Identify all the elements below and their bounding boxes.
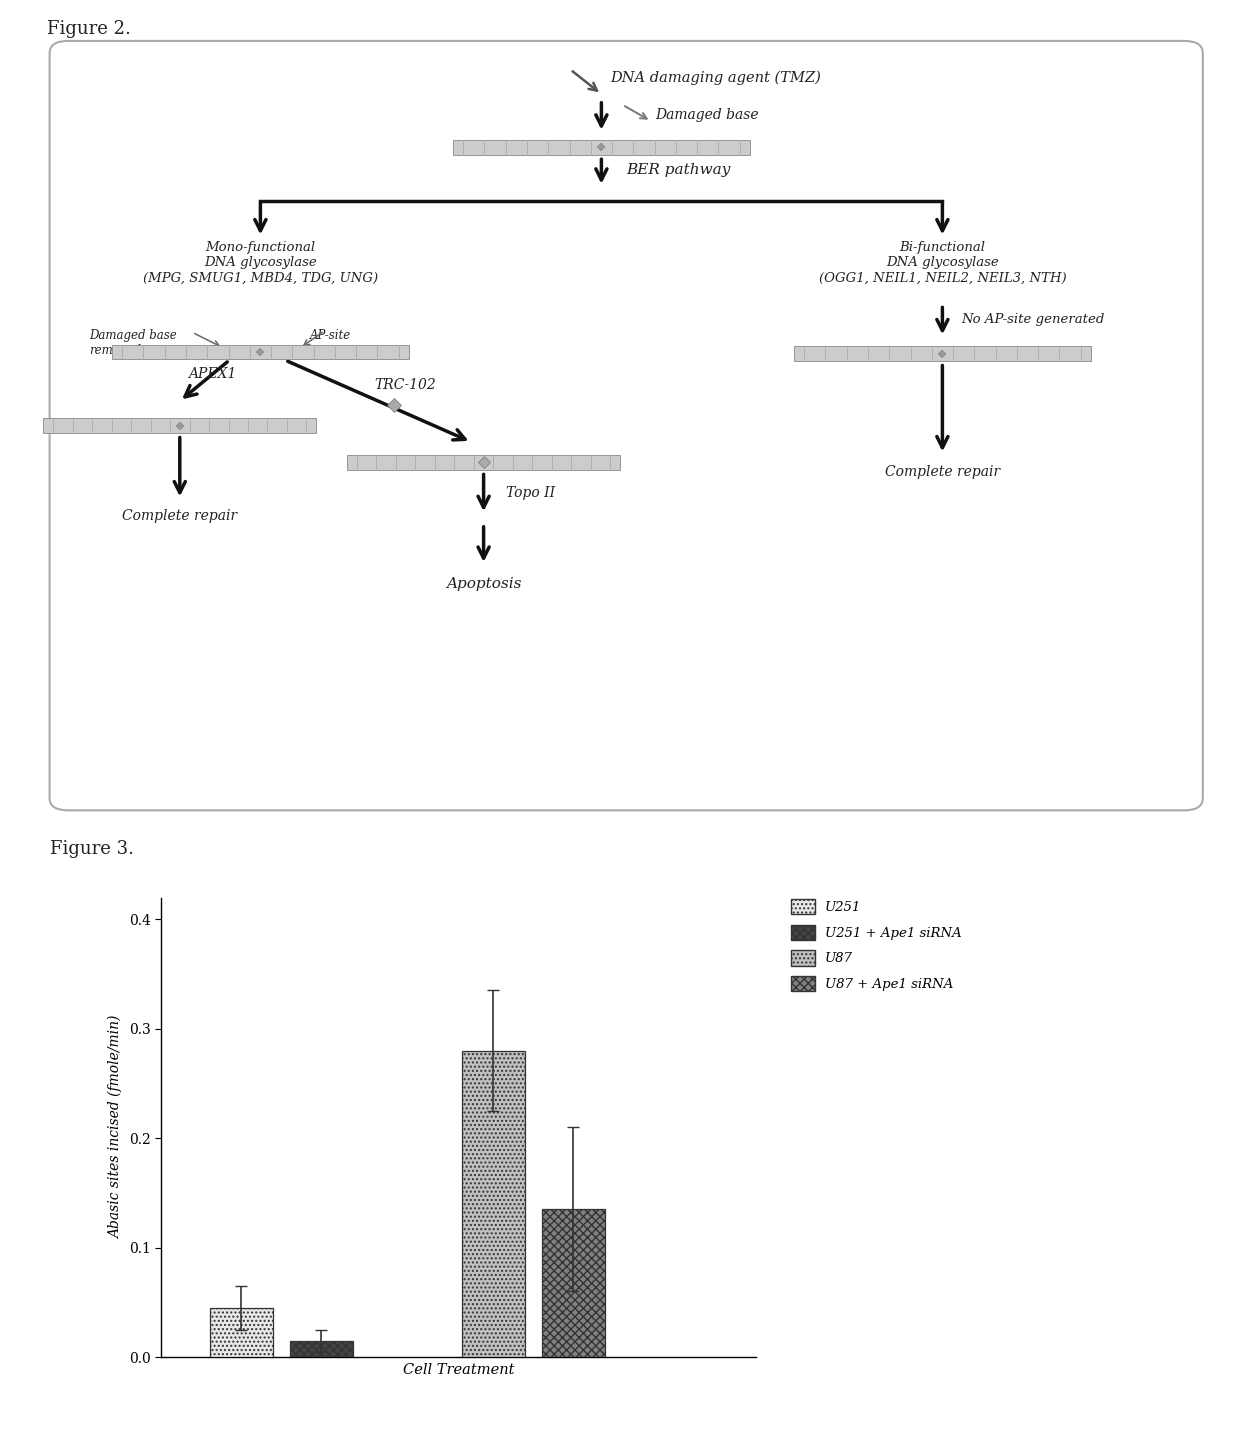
Text: Mono-functional
DNA glycosylase
(MPG, SMUG1, MBD4, TDG, UNG): Mono-functional DNA glycosylase (MPG, SM… (143, 241, 378, 284)
FancyBboxPatch shape (50, 40, 1203, 810)
Text: Damaged base
removed: Damaged base removed (89, 329, 177, 358)
Bar (112, 345, 409, 359)
Text: Topo II: Topo II (506, 485, 556, 500)
Text: BER pathway: BER pathway (626, 164, 730, 177)
Text: Bi-functional
DNA glycosylase
(OGG1, NEIL1, NEIL2, NEIL3, NTH): Bi-functional DNA glycosylase (OGG1, NEI… (818, 241, 1066, 284)
Text: DNA damaging agent (TMZ): DNA damaging agent (TMZ) (610, 70, 821, 85)
Text: Apoptosis: Apoptosis (446, 577, 521, 592)
Text: Complete repair: Complete repair (123, 510, 237, 523)
Bar (461, 1051, 525, 1357)
Text: TRC-102: TRC-102 (374, 378, 436, 392)
Text: APEX1: APEX1 (188, 368, 237, 381)
Text: Complete repair: Complete repair (885, 465, 999, 480)
Text: Figure 3.: Figure 3. (50, 840, 134, 859)
Bar (347, 455, 620, 470)
Bar (453, 139, 750, 155)
Text: Damaged base: Damaged base (655, 108, 759, 122)
Legend: U251, U251 + Ape1 siRNA, U87, U87 + Ape1 siRNA: U251, U251 + Ape1 siRNA, U87, U87 + Ape1… (787, 895, 966, 995)
Bar (210, 1308, 273, 1357)
Text: No AP-site generated: No AP-site generated (961, 313, 1105, 326)
Bar (542, 1209, 605, 1357)
Text: Figure 2.: Figure 2. (47, 20, 131, 39)
Bar (290, 1341, 353, 1357)
Y-axis label: Abasic sites incised (fmole/min): Abasic sites incised (fmole/min) (109, 1015, 123, 1239)
Bar (43, 418, 316, 434)
Text: AP-site: AP-site (310, 329, 351, 342)
X-axis label: Cell Treatment: Cell Treatment (403, 1363, 515, 1377)
Bar (794, 346, 1091, 360)
